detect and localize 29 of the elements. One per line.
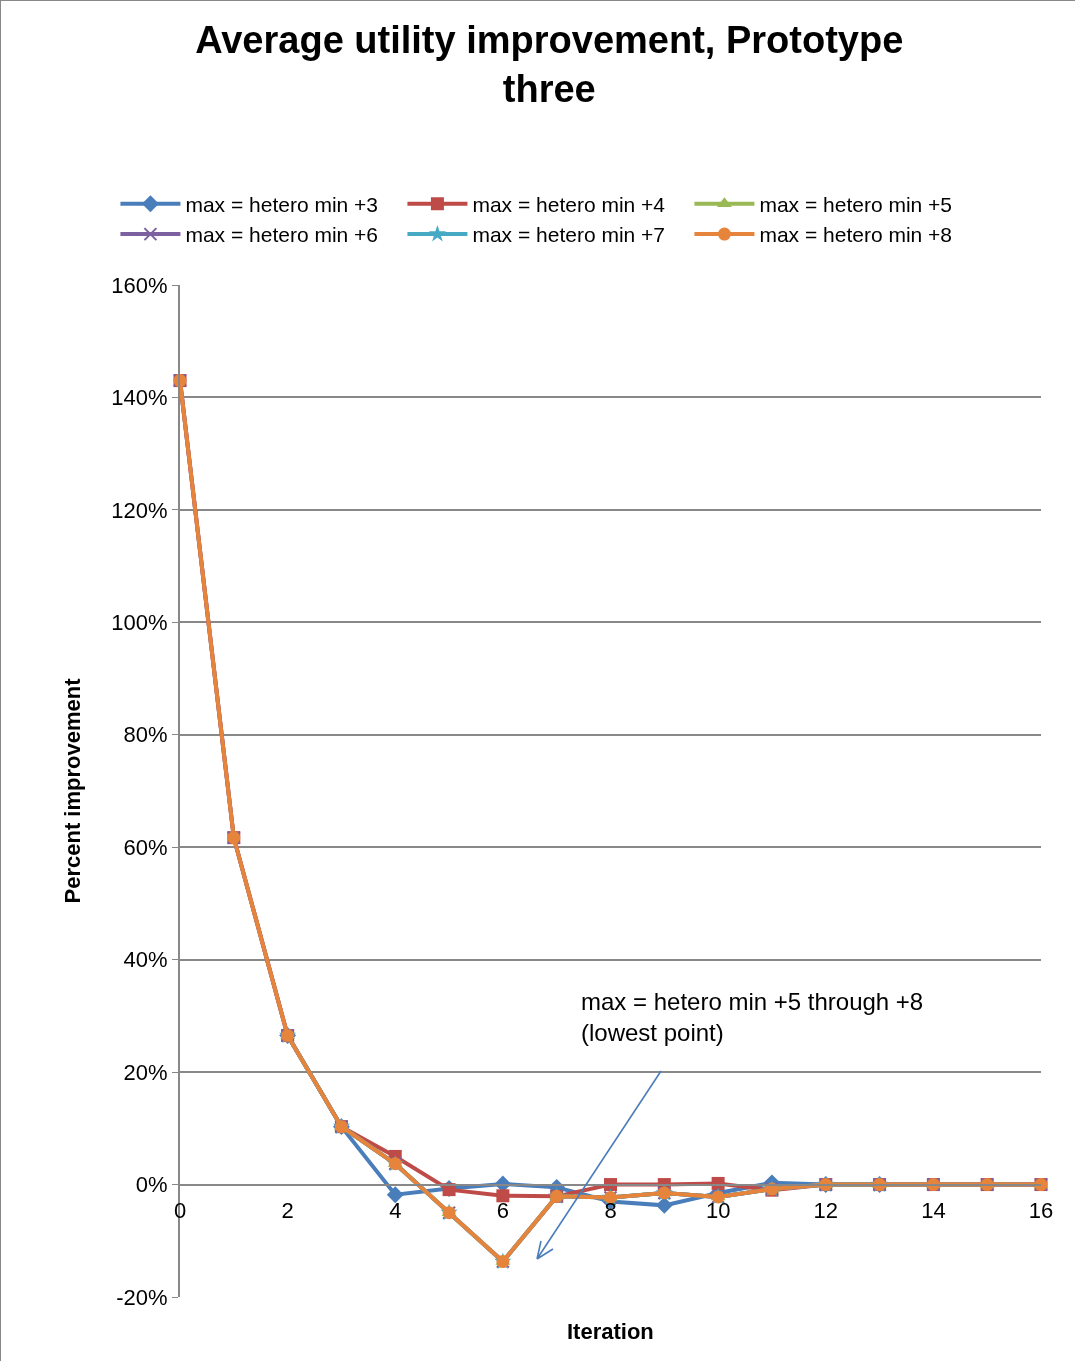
legend-label: max = hetero min +3 bbox=[185, 192, 379, 216]
legend-label: max = hetero min +8 bbox=[759, 223, 953, 247]
y-tick-label: 140% bbox=[111, 385, 168, 411]
legend-label: max = hetero min +5 bbox=[759, 192, 953, 216]
x-tick-label: 12 bbox=[813, 1197, 838, 1223]
legend-label: max = hetero min +7 bbox=[472, 223, 666, 247]
x-tick-label: 8 bbox=[604, 1197, 617, 1223]
y-tick-label: 120% bbox=[111, 497, 168, 523]
x-tick-label: 4 bbox=[389, 1197, 402, 1223]
y-tick-label: 0% bbox=[135, 1172, 168, 1198]
annotation: max = hetero min +5 through +8 (lowest point) bbox=[581, 988, 924, 1047]
y-tick-label: 160% bbox=[111, 272, 168, 298]
x-tick-label: 6 bbox=[496, 1197, 510, 1223]
legend-label: max = hetero min +6 bbox=[185, 223, 379, 247]
legend-label: max = hetero min +4 bbox=[472, 192, 666, 216]
x-axis-title: Iteration bbox=[567, 1319, 654, 1344]
y-tick-label: 60% bbox=[123, 834, 168, 860]
y-tick-label: -20% bbox=[116, 1284, 168, 1310]
y-tick-label: 20% bbox=[123, 1059, 168, 1085]
x-tick-label: 2 bbox=[281, 1197, 294, 1223]
y-tick-label: 80% bbox=[123, 722, 168, 748]
y-tick-label: 100% bbox=[111, 610, 168, 636]
y-axis-title: Percent improvement bbox=[59, 677, 85, 904]
y-tick-label: 40% bbox=[123, 947, 168, 973]
x-tick-label: 10 bbox=[705, 1197, 731, 1223]
x-tick-label: 14 bbox=[921, 1197, 946, 1223]
x-tick-label: 16 bbox=[1028, 1197, 1054, 1223]
chart-title: Average utility improvement, Prototype three bbox=[195, 18, 904, 111]
x-tick-label: 0 bbox=[173, 1197, 187, 1223]
